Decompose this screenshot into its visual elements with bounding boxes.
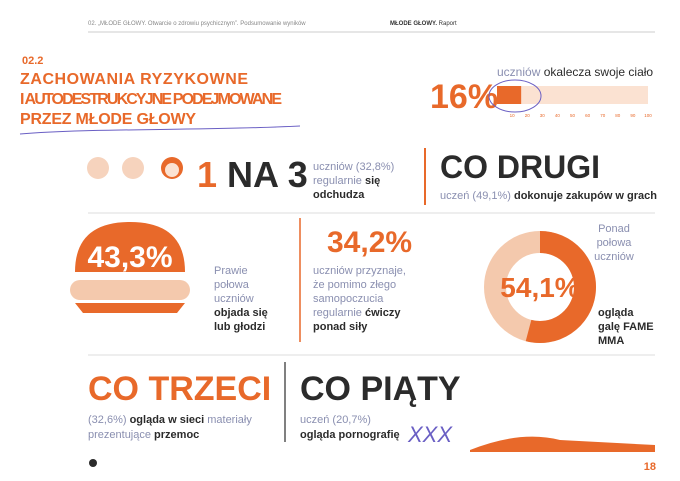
violence-text: (32,6%) ogląda w sieci materiały prezent… [88, 414, 252, 441]
line: ogląda [598, 307, 634, 319]
tick-label: 10 [510, 113, 516, 118]
report: Raport [439, 21, 457, 27]
line: uczniów przyznaje, [313, 265, 406, 277]
exercise-text: uczniów przyznaje, że pomimo złego samop… [313, 265, 406, 333]
line: regularnie się [313, 175, 380, 187]
scribble [19, 125, 301, 135]
percent: 34,2% [327, 226, 412, 259]
title-line: ZACHOWANIA RYZYKOWNE [20, 71, 248, 88]
bar-track [497, 86, 648, 104]
line: Prawie [214, 265, 248, 277]
light: uczeń (49,1%) [440, 190, 514, 202]
tick-label: 30 [540, 113, 546, 118]
bold: ćwiczy [365, 307, 401, 319]
line: że pomimo złego [313, 279, 396, 291]
header-right: MŁODE GŁOWY. Raport [390, 21, 457, 27]
line: ogląda pornografię [300, 429, 400, 441]
caption-light: uczniów [497, 65, 541, 79]
ratio-rest: NA 3 [227, 154, 308, 195]
line: regularnie ćwiczy [313, 307, 401, 319]
line: Ponad [598, 223, 630, 235]
scribble-text: XXX [407, 422, 453, 447]
bold: dokonuje zakupów w grach [514, 190, 657, 202]
ratio-number: 1 [197, 154, 217, 195]
line: ponad siły [313, 321, 368, 333]
line: odchudza [313, 189, 365, 201]
line: połowa [597, 237, 633, 249]
face-icons [87, 157, 183, 179]
ratio: 1 NA 3 [197, 154, 308, 195]
bar-caption: uczniów okalecza swoje ciało [497, 65, 653, 79]
page-number: 18 [644, 461, 656, 473]
tick-label: 50 [570, 113, 576, 118]
line: uczeń (20,7%) [300, 414, 371, 426]
title-line: PRZEZ MŁODE GŁOWY [20, 111, 196, 128]
big-heading: CO PIĄTY [300, 370, 461, 408]
line: objada się [214, 307, 268, 319]
light: materiały [204, 414, 252, 426]
title-line: I AUTODESTRUKCYJNE PODEJMOWANE [20, 91, 282, 108]
light: regularnie [313, 175, 365, 187]
percent: 54,1% [500, 272, 579, 303]
burger [70, 222, 190, 313]
porn-text: uczeń (20,7%) ogląda pornografię [300, 414, 400, 441]
progress-bar: 10 20 30 40 50 60 70 80 90 100 [497, 86, 652, 118]
line: uczniów [214, 293, 254, 305]
line: galę FAME [598, 321, 654, 333]
tick-label: 90 [630, 113, 636, 118]
section-number: 02.2 [22, 55, 43, 67]
line: samopoczucia [313, 293, 384, 305]
light: prezentujące [88, 429, 154, 441]
logo [89, 459, 97, 467]
line: uczniów [594, 251, 634, 263]
line: lub głodzi [214, 321, 265, 333]
tick-label: 100 [644, 113, 652, 118]
bold: się [365, 175, 380, 187]
decoration [470, 436, 655, 452]
line: (32,6%) ogląda w sieci materiały [88, 414, 252, 426]
tick-label: 60 [585, 113, 591, 118]
bold: ogląda w sieci [130, 414, 205, 426]
line: połowa [214, 279, 250, 291]
big-percent: 16% [430, 78, 498, 116]
line: prezentujące przemoc [88, 429, 199, 441]
donut [484, 231, 596, 343]
line: uczniów (32,8%) [313, 161, 394, 173]
tick-label: 70 [600, 113, 606, 118]
percent: 43,3% [87, 241, 172, 274]
light: regularnie [313, 307, 365, 319]
dieting-text: uczniów (32,8%) regularnie się odchudza [313, 161, 394, 201]
big-heading: CO DRUGI [440, 149, 600, 185]
tick-label: 40 [555, 113, 561, 118]
big-heading: CO TRZECI [88, 370, 271, 408]
brand: MŁODE GŁOWY. [390, 21, 437, 27]
line: MMA [598, 335, 624, 347]
games-text: uczeń (49,1%) dokonuje zakupów w grach [440, 190, 657, 202]
bold: przemoc [154, 429, 199, 441]
light: (32,6%) [88, 414, 130, 426]
tick-label: 80 [615, 113, 621, 118]
section-title: ZACHOWANIA RYZYKOWNE I AUTODESTRUKCYJNE … [20, 71, 282, 128]
caption-bold: okalecza swoje ciało [544, 65, 654, 79]
tick-label: 20 [525, 113, 531, 118]
header-left: 02. „MŁODE GŁOWY. Otwarcie o zdrowiu psy… [88, 21, 306, 27]
bar-fill [497, 86, 522, 104]
fame-text: Ponad połowa uczniów ogląda galę FAME MM… [594, 223, 654, 347]
donut-segment [525, 231, 596, 343]
scribble [488, 79, 542, 113]
eating-text: Prawie połowa uczniów objada się lub gło… [214, 265, 268, 333]
